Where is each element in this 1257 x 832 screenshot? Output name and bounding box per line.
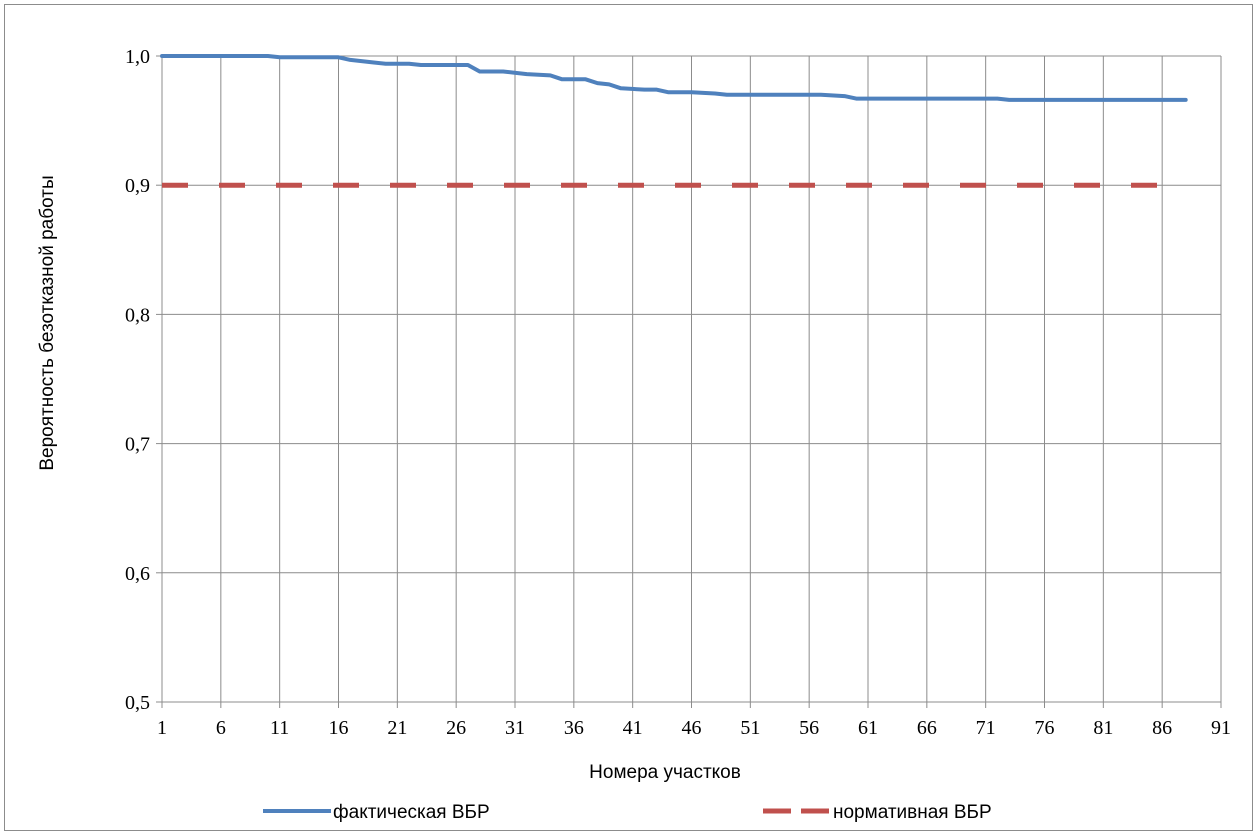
x-tick-label: 31 [505,717,525,739]
grid [156,55,1222,708]
x-tick-label: 71 [976,717,996,739]
legend-item-actual: фактическая ВБР [263,802,490,823]
x-tick-label: 36 [564,717,584,739]
y-axis-title: Вероятность безотказной работы [37,175,58,470]
chart-svg: 1 6 11 16 21 26 31 36 41 46 51 56 61 66 71 76 81 86 91 0,5… [37,46,1231,823]
y-tick-label: 0,8 [125,304,150,326]
x-tick-label: 61 [858,717,878,739]
y-tick-label: 1,0 [125,46,150,68]
x-tick-label: 41 [623,717,643,739]
y-tick-labels: 0,5 0,6 0,7 0,8 0,9 1,0 [125,46,150,714]
x-tick-label: 86 [1152,717,1172,739]
legend: фактическая ВБР нормативная ВБР [263,802,992,823]
x-tick-label: 76 [1035,717,1055,739]
y-tick-label: 0,6 [125,563,150,585]
y-tick-label: 0,7 [125,434,150,456]
x-tick-label: 6 [216,717,226,739]
x-tick-labels: 1 6 11 16 21 26 31 36 41 46 51 56 61 66 71 76 81 86 91 [157,717,1231,739]
x-tick-label: 56 [799,717,819,739]
x-tick-label: 81 [1093,717,1113,739]
legend-label-normative: нормативная ВБР [833,802,992,823]
series-layer [160,54,1188,188]
x-tick-label: 21 [387,717,407,739]
y-tick-label: 0,9 [125,175,150,197]
x-axis-title: Номера участков [589,762,741,783]
x-tick-label: 1 [157,717,167,739]
y-tick-label: 0,5 [125,692,150,714]
x-tick-label: 66 [917,717,937,739]
chart-frame: 1 6 11 16 21 26 31 36 41 46 51 56 61 66 71 76 81 86 91 0,5… [4,4,1253,831]
x-tick-label: 46 [682,717,702,739]
x-tick-label: 26 [446,717,466,739]
legend-label-actual: фактическая ВБР [333,802,490,823]
x-tick-label: 11 [270,717,289,739]
x-tick-label: 91 [1211,717,1231,739]
x-tick-label: 16 [329,717,349,739]
legend-item-normative: нормативная ВБР [763,802,992,823]
x-tick-label: 51 [740,717,760,739]
series-line-actual [160,54,1188,102]
